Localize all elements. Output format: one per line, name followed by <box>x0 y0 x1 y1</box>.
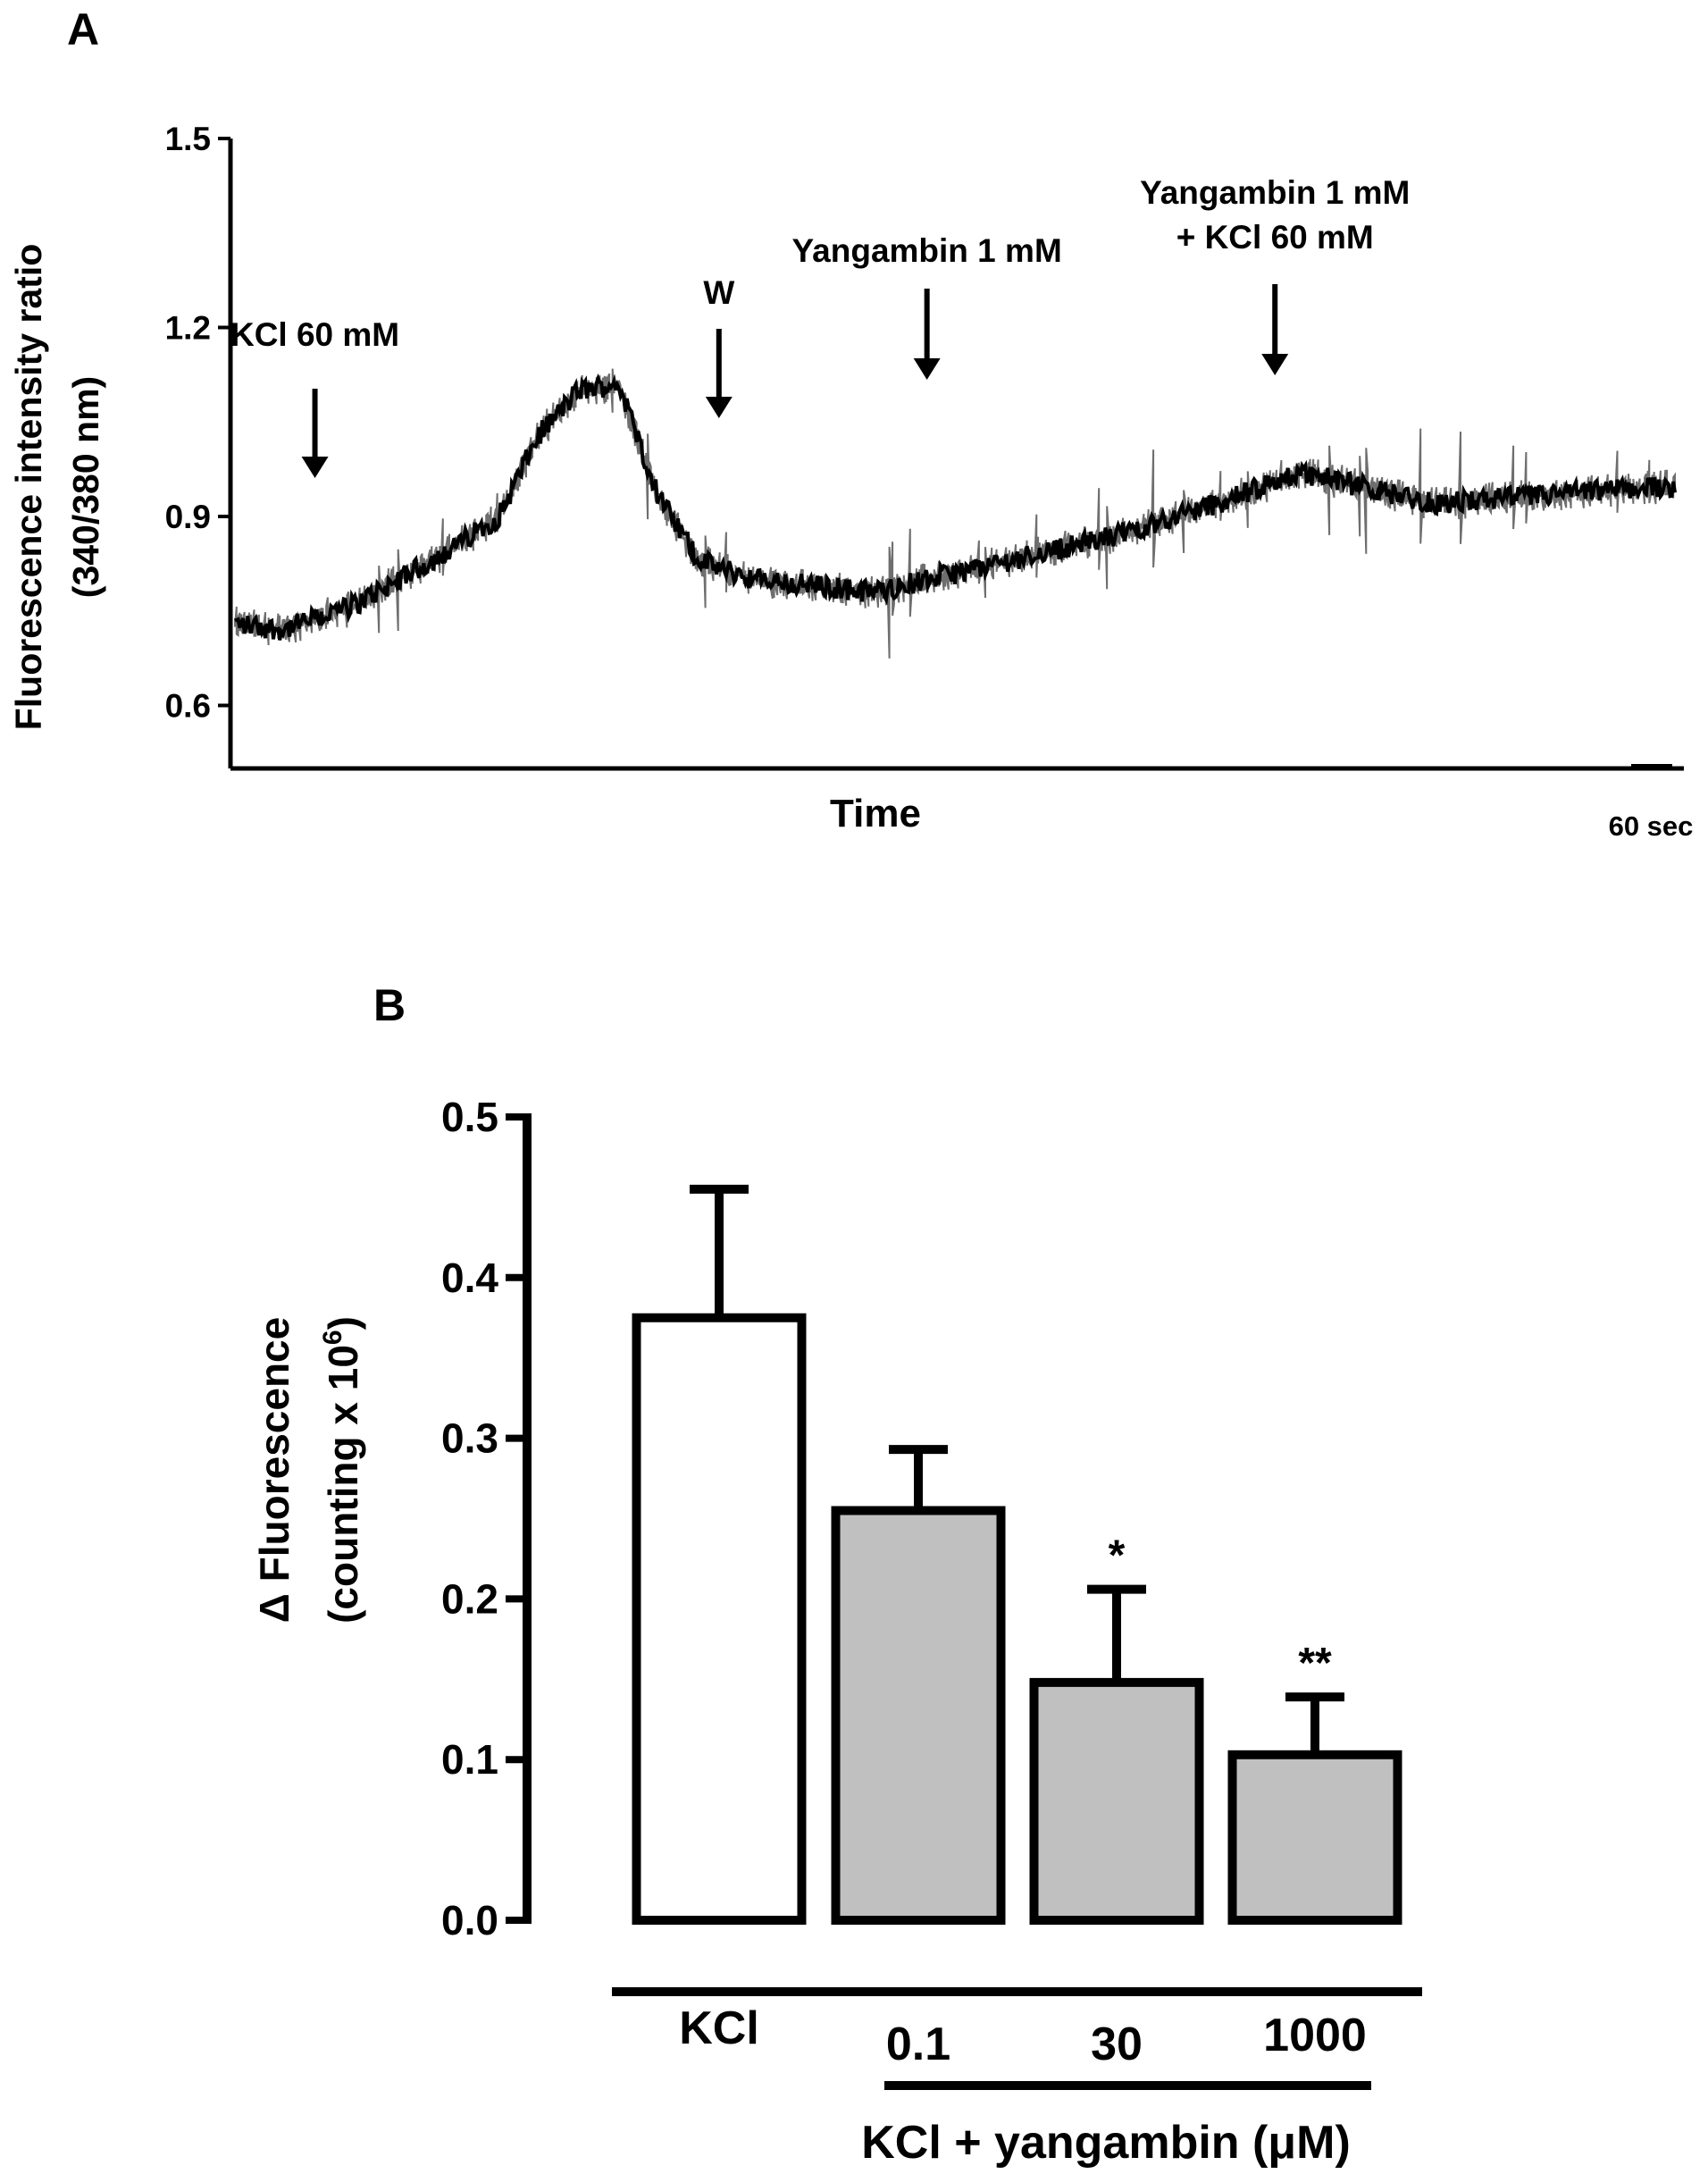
panel-b-bars: *** <box>632 1184 1402 1926</box>
panel-b-ytick-label: 0.0 <box>441 1897 498 1943</box>
panel-a-axes <box>228 138 1684 771</box>
panel-a-ytick-label: 1.5 <box>165 121 211 157</box>
panel-a-trace <box>234 368 1677 659</box>
panel-a-trace-line <box>234 373 1677 641</box>
panel-b-ytick-label: 0.3 <box>441 1415 498 1462</box>
panel-a-ylabel-line2: (340/380 nm) <box>65 376 106 598</box>
panel-a-ytick-label: 0.9 <box>165 499 211 535</box>
panel-a-trace-noise <box>234 368 1676 659</box>
panel-b-category-label: 0.1 <box>886 2019 950 2070</box>
panel-b-category-label: 30 <box>1091 2019 1143 2070</box>
panel-a-annotation-label: Yangambin 1 mM <box>1140 174 1410 211</box>
panel-b-significance: * <box>1109 1532 1126 1580</box>
panel-a: A Fluorescence intensity ratio (340/380 … <box>8 4 1693 842</box>
panel-b-bar <box>1227 1750 1402 1926</box>
panel-a-ylabel-line1: Fluorescence intensity ratio <box>8 244 49 731</box>
panel-b-ytick-label: 0.4 <box>441 1255 498 1301</box>
panel-b-categories: KCl 0.1 30 1000 <box>679 2002 1367 2070</box>
panel-a-annotation-label: + KCl 60 mM <box>1176 219 1374 256</box>
panel-a-annotation-arrowhead <box>913 358 941 380</box>
panel-b-ytick-label: 0.1 <box>441 1736 498 1783</box>
panel-b-ylabel-line1: Δ Fluorescence <box>251 1317 297 1623</box>
panel-a-annotation-arrowhead <box>705 397 733 418</box>
panel-a-xlabel: Time <box>830 792 921 835</box>
panel-b-category-label: KCl <box>679 2002 759 2054</box>
panel-b-category-label: 1000 <box>1263 2010 1367 2061</box>
panel-a-label: A <box>67 4 99 55</box>
panel-b-ylabel-line2: (counting x 106) <box>318 1316 366 1624</box>
panel-b-ytick-label: 0.2 <box>441 1575 498 1622</box>
panel-b-group-label: KCl + yangambin (μM) <box>861 2117 1351 2169</box>
panel-a-annotation-arrowhead <box>301 457 329 478</box>
panel-a-ytick-label: 0.6 <box>165 688 211 725</box>
panel-a-ticks: 0.6 0.9 1.2 1.5 <box>165 121 230 725</box>
panel-b-bar <box>632 1313 807 1925</box>
panel-b-bar <box>1029 1677 1204 1925</box>
panel-b-significance: ** <box>1298 1640 1332 1687</box>
panel-b-ticks: 0.0 0.1 0.2 0.3 0.4 0.5 <box>441 1094 527 1943</box>
panel-b: B Δ Fluorescence (counting x 106) 0.0 0.1… <box>251 980 1422 2169</box>
panel-b-bar <box>831 1506 1006 1925</box>
panel-a-annotation-label: W <box>703 274 734 311</box>
panel-a-ytick-label: 1.2 <box>165 310 211 347</box>
panel-a-annotation-label: Yangambin 1 mM <box>792 232 1062 269</box>
scale-bar-label: 60 sec <box>1609 810 1694 842</box>
panel-b-label: B <box>373 980 406 1030</box>
panel-a-annotations: KCl 60 mM W Yangambin 1 mM Yangambin 1 mM + … <box>230 174 1410 478</box>
panel-b-ytick-label: 0.5 <box>441 1094 498 1140</box>
panel-a-annotation-label: KCl 60 mM <box>230 316 399 353</box>
panel-a-annotation-arrowhead <box>1261 354 1289 375</box>
